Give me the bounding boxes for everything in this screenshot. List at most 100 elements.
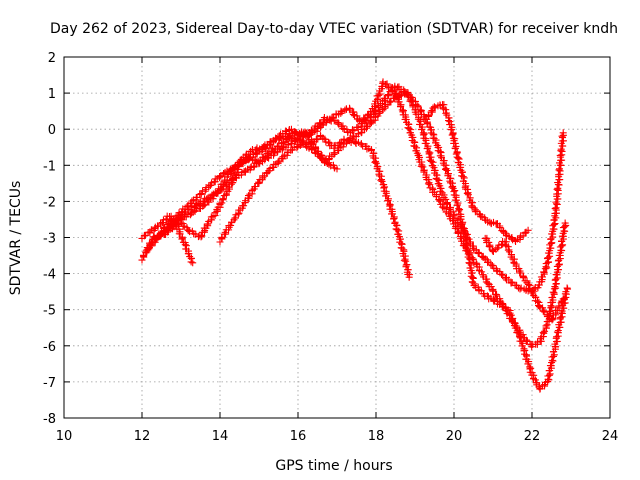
data-point: [266, 141, 274, 149]
data-point: [498, 270, 506, 278]
data-point: [188, 197, 196, 205]
data-point: [397, 91, 405, 99]
data-point: [183, 203, 191, 211]
series-arc-5: [158, 78, 570, 351]
data-point: [405, 273, 413, 281]
data-point: [534, 297, 542, 305]
data-point: [560, 227, 568, 235]
data-point: [557, 299, 565, 307]
data-point: [542, 322, 550, 330]
data-point: [178, 208, 186, 216]
data-point: [559, 295, 567, 303]
data-point: [184, 227, 192, 235]
data-point: [519, 274, 527, 282]
y-tick-label: 2: [48, 51, 56, 66]
data-point: [416, 117, 424, 125]
data-point: [428, 162, 436, 170]
data-point: [424, 180, 432, 188]
data-point: [377, 176, 385, 184]
data-point: [389, 210, 397, 218]
data-point: [552, 200, 560, 208]
data-point: [540, 268, 548, 276]
data-point: [548, 314, 556, 322]
data-point: [435, 196, 443, 204]
y-tick-label: -1: [43, 159, 56, 174]
data-point: [325, 156, 333, 164]
data-points: [138, 78, 572, 393]
data-point: [375, 91, 383, 99]
data-point: [539, 304, 547, 312]
data-point: [487, 260, 495, 268]
data-point: [408, 96, 416, 104]
y-tick-label: -7: [43, 376, 56, 391]
data-point: [559, 129, 567, 137]
data-point: [457, 215, 465, 223]
data-point: [216, 172, 224, 180]
series-arc-6: [216, 89, 572, 393]
x-tick-label: 24: [602, 429, 619, 444]
x-axis-label: GPS time / hours: [275, 458, 392, 474]
data-point: [264, 153, 272, 161]
data-point: [274, 158, 282, 166]
data-point: [460, 174, 468, 182]
data-point: [484, 279, 492, 287]
data-point: [553, 333, 561, 341]
data-point: [444, 117, 452, 125]
data-point: [456, 163, 464, 171]
data-point: [240, 202, 248, 210]
data-point: [463, 189, 471, 197]
data-point: [507, 311, 515, 319]
data-point: [546, 362, 554, 370]
data-point: [234, 162, 242, 170]
data-point: [453, 153, 461, 161]
data-point: [524, 360, 532, 368]
data-point: [189, 259, 197, 267]
data-point: [384, 197, 392, 205]
data-point: [349, 111, 357, 119]
data-point: [451, 145, 459, 153]
data-point: [438, 203, 446, 211]
series-arc-7: [423, 101, 532, 245]
data-point: [539, 328, 547, 336]
data-point: [517, 284, 525, 292]
data-point: [405, 124, 413, 132]
x-tick-label: 22: [524, 429, 541, 444]
data-point: [551, 205, 559, 213]
data-point: [291, 128, 299, 136]
data-point: [442, 109, 450, 117]
series-arc-8: [481, 234, 567, 324]
data-point: [279, 144, 287, 152]
data-point: [460, 225, 468, 233]
data-point: [551, 220, 559, 228]
y-tick-label: -4: [43, 268, 56, 283]
data-point: [548, 303, 556, 311]
data-point: [492, 245, 500, 253]
data-point: [204, 194, 212, 202]
y-tick-label: -8: [43, 412, 56, 427]
data-point: [334, 119, 342, 127]
data-point: [336, 139, 344, 147]
data-point: [307, 139, 315, 147]
data-point: [349, 133, 357, 141]
chart-title: Day 262 of 2023, Sidereal Day-to-day VTE…: [50, 21, 618, 37]
data-point: [443, 166, 451, 174]
data-point: [456, 206, 464, 214]
data-point: [333, 165, 341, 173]
data-point: [469, 274, 477, 282]
data-point: [339, 124, 347, 132]
y-tick-label: 0: [48, 123, 56, 138]
y-tick-label: -5: [43, 304, 56, 319]
data-point: [549, 357, 557, 365]
x-tick-label: 16: [290, 429, 307, 444]
data-point: [342, 105, 350, 113]
data-point: [448, 131, 456, 139]
data-point: [244, 192, 252, 200]
data-point: [524, 226, 532, 234]
data-point: [157, 220, 165, 228]
data-point: [318, 121, 326, 129]
series-arc-4: [146, 82, 567, 295]
data-point: [390, 215, 398, 223]
data-point: [556, 314, 564, 322]
data-point: [371, 158, 379, 166]
data-point: [504, 246, 512, 254]
